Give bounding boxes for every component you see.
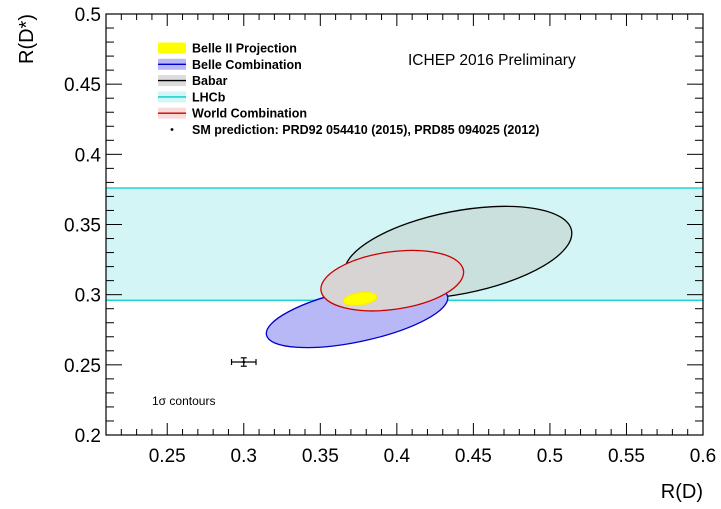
x-tick-label: 0.4 <box>384 446 411 467</box>
y-tick-label: 0.45 <box>64 75 101 96</box>
legend-marker-dot <box>170 128 174 131</box>
x-tick-label: 0.55 <box>608 446 645 467</box>
x-tick-label: 0.6 <box>690 446 716 467</box>
x-tick-label: 0.5 <box>537 446 563 467</box>
x-tick-label: 0.35 <box>302 446 339 467</box>
y-tick-label: 0.35 <box>64 216 101 237</box>
legend-entry: Belle Combination <box>158 58 302 72</box>
axes: 0.25 0.3 0.35 0.4 0.45 0.5 0.55 0.6 0.2 0.25 0.3 0.… <box>64 5 716 467</box>
legend-entry: LHCb <box>158 90 226 104</box>
y-tick-label: 0.5 <box>75 5 101 26</box>
legend-label: World Combination <box>192 107 307 121</box>
y-tick-label: 0.25 <box>64 356 101 377</box>
x-axis-label: R(D) <box>661 481 703 503</box>
legend-label: LHCb <box>192 90 226 104</box>
y-tick-label: 0.2 <box>75 426 101 447</box>
belle-ii-projection-contour <box>342 291 378 306</box>
x-tick-label: 0.3 <box>231 446 257 467</box>
contour-note: 1σ contours <box>152 394 215 408</box>
y-tick-label: 0.4 <box>75 145 102 166</box>
legend-label: SM prediction: PRD92 054410 (2015), PRD8… <box>192 123 539 137</box>
legend: Belle II Projection Belle Combination Baba… <box>158 42 539 137</box>
legend-entry: World Combination <box>158 107 307 121</box>
sm-marker <box>242 360 246 364</box>
legend-entry: Belle II Projection <box>158 42 297 56</box>
legend-label: Belle II Projection <box>192 42 297 56</box>
x-tick-label: 0.25 <box>149 446 186 467</box>
y-tick-label: 0.3 <box>75 286 101 307</box>
legend-label: Belle Combination <box>192 58 302 72</box>
legend-entry: Babar <box>158 74 228 88</box>
y-axis-label: R(D*) <box>16 14 38 64</box>
sm-prediction-point <box>230 357 257 367</box>
plot-area <box>106 187 703 367</box>
legend-entry: SM prediction: PRD92 054410 (2015), PRD8… <box>170 123 539 137</box>
x-tick-label: 0.45 <box>455 446 492 467</box>
chart-annotation: ICHEP 2016 Preliminary <box>408 52 576 69</box>
legend-label: Babar <box>192 74 228 88</box>
